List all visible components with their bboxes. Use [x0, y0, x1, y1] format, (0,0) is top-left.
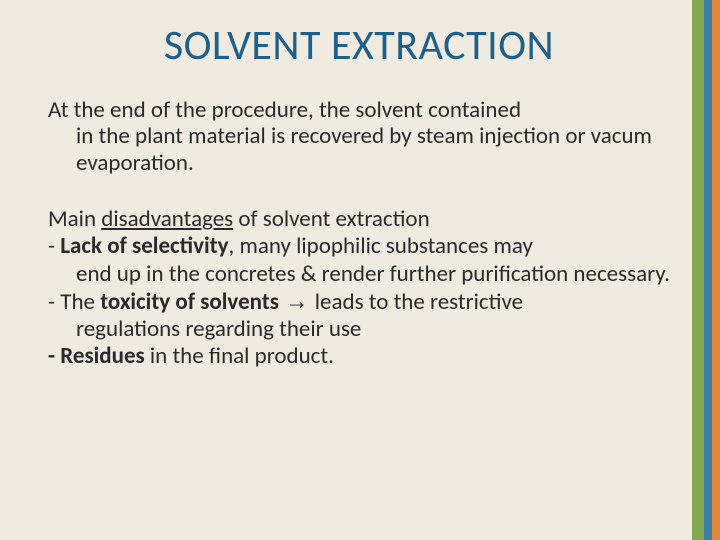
item3-dash: - [48, 342, 60, 370]
item3-after: in the final product. [145, 342, 334, 370]
disadvantage-item-2: - The toxicity of solvents → leads to th… [48, 288, 670, 343]
slide-title: SOLVENT EXTRACTION [48, 20, 670, 71]
lead-suffix: of solvent extraction [233, 205, 429, 233]
item2-after: leads to the restrictive [315, 288, 523, 316]
item1-cont: end up in the concretes & render further… [48, 261, 670, 288]
disadvantages-section: Main disadvantages of solvent extraction… [48, 206, 670, 370]
arrow-icon: → [279, 288, 315, 314]
lead-underlined: disadvantages [101, 205, 233, 233]
item2-bold: toxicity of solvents [100, 288, 279, 316]
intro-rest: in the plant material is recovered by st… [48, 123, 670, 176]
side-stripe-green [692, 0, 704, 540]
item3-bold: Residues [60, 342, 144, 370]
item2-dash: - The [48, 288, 100, 316]
side-stripe-blue [704, 0, 712, 540]
disadvantages-heading: Main disadvantages of solvent extraction [48, 206, 670, 233]
item1-after: , many lipophilic substances may [229, 232, 533, 260]
intro-line1: At the end of the procedure, the solvent… [48, 96, 521, 124]
side-stripe-orange [712, 0, 720, 540]
disadvantage-item-3: - Residues in the final product. [48, 343, 670, 370]
disadvantage-item-1: - Lack of selectivity, many lipophilic s… [48, 233, 670, 287]
item1-bold: Lack of selectivity [60, 232, 228, 260]
slide-content: SOLVENT EXTRACTION At the end of the pro… [0, 0, 720, 394]
lead-prefix: Main [48, 205, 101, 233]
item1-dash: - [48, 232, 60, 260]
item2-cont: regulations regarding their use [48, 316, 670, 343]
intro-paragraph: At the end of the procedure, the solvent… [48, 97, 670, 176]
